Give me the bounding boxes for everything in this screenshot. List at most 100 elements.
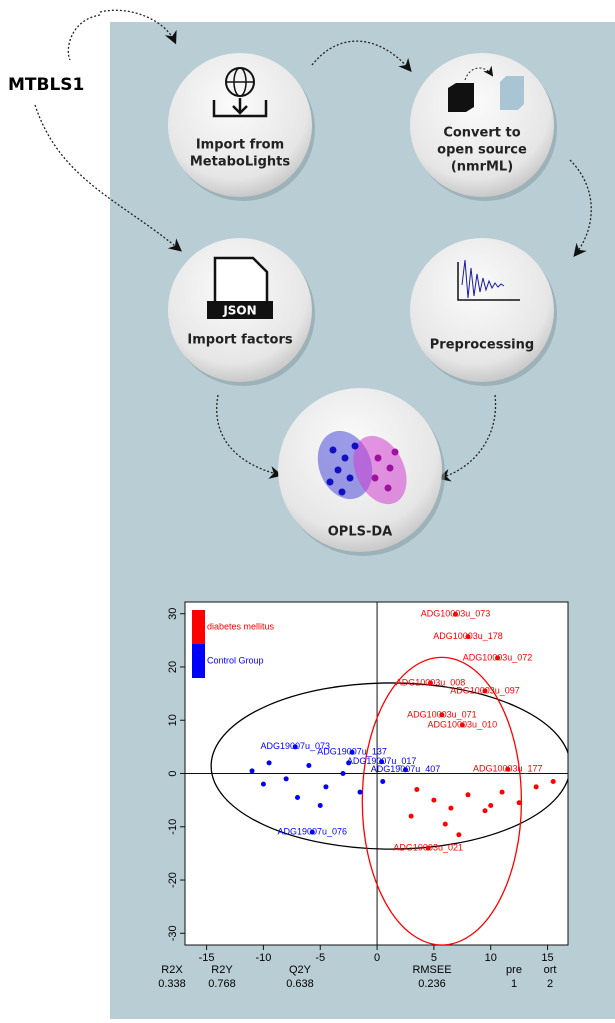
point	[283, 776, 289, 782]
y-tick-label: -10	[167, 819, 179, 835]
point	[482, 808, 488, 814]
legend-label: diabetes mellitus	[207, 621, 275, 631]
icons: JSON	[207, 65, 524, 505]
stat-name: R2Y	[211, 964, 233, 976]
plot-content: ADG10003u_073 ADG10003u_178 ADG10003u_072 A…	[185, 602, 568, 945]
point	[357, 789, 363, 795]
point	[488, 802, 494, 808]
point	[505, 766, 511, 772]
point	[323, 784, 329, 790]
node-circle	[410, 238, 554, 382]
y-tick-label: 30	[167, 608, 179, 620]
point	[459, 722, 465, 728]
node-label: Convert to	[443, 126, 520, 141]
point-label: ADG19007u_017	[347, 756, 417, 766]
source-label: MTBLS1	[8, 75, 84, 95]
stat-name: ort	[544, 964, 557, 976]
point-label: ADG10003u_021	[393, 842, 463, 852]
point	[380, 778, 386, 784]
stat-value: 0.338	[158, 978, 186, 990]
stat-value: 0.236	[418, 978, 446, 990]
point	[550, 778, 556, 784]
stat-name: Q2Y	[289, 964, 312, 976]
point	[452, 611, 458, 617]
node-circle	[168, 53, 312, 197]
point	[402, 767, 408, 773]
node-label: Import factors	[187, 333, 292, 348]
arrows	[34, 9, 592, 482]
stat-value: 2	[547, 978, 553, 990]
x-tick-label: 10	[485, 952, 497, 964]
x-tick-label: -5	[315, 952, 325, 964]
point	[495, 655, 501, 661]
point	[292, 744, 298, 750]
point	[456, 832, 462, 838]
point-label: ADG19007u_073	[260, 741, 330, 751]
legend-label: Control Group	[207, 655, 264, 665]
y-tick-label: 10	[167, 714, 179, 726]
ellipse	[361, 656, 523, 945]
point-label: ADG10003u_010	[428, 719, 498, 729]
point	[448, 805, 454, 811]
point	[266, 760, 272, 766]
legend-swatch	[192, 610, 205, 644]
stat-name: pre	[506, 964, 522, 976]
node-label: MetaboLights	[190, 155, 290, 170]
point	[306, 763, 312, 769]
point	[317, 802, 323, 808]
stat-value: 1	[511, 978, 517, 990]
point	[425, 845, 431, 851]
y-tick-label: 20	[167, 661, 179, 673]
json-label: JSON	[222, 304, 256, 318]
point	[431, 797, 437, 803]
stat-value: 0.638	[286, 978, 314, 990]
point	[482, 688, 488, 694]
point-label: ADG19007u_407	[371, 764, 441, 774]
point-label: ADG10003u_177	[473, 764, 543, 774]
y-tick-label: 0	[167, 770, 179, 776]
point	[499, 789, 505, 795]
point-label: ADG10003u_071	[407, 709, 477, 719]
point	[533, 784, 539, 790]
x-tick-label: 15	[541, 952, 553, 964]
node-label: (nmrML)	[451, 160, 513, 175]
plot: -15 -10 -5 0 5 10 15 -30 -20 -10 0 10 20 30 ADG10003u_…	[158, 602, 568, 990]
point	[349, 749, 355, 755]
point	[414, 786, 420, 792]
point	[439, 712, 445, 718]
point-label: ADG10003u_097	[450, 685, 520, 695]
point-label: ADG10003u_008	[396, 677, 466, 687]
stat-name: RMSEE	[412, 964, 451, 976]
point-label: ADG10003u_072	[463, 652, 533, 662]
stat-value: 0.768	[208, 978, 236, 990]
ellipse	[210, 682, 568, 850]
node-label: open source	[437, 143, 527, 158]
point	[408, 813, 414, 819]
point-label: ADG10003u_178	[433, 631, 503, 641]
point	[295, 794, 301, 800]
point	[516, 800, 522, 806]
point	[465, 634, 471, 640]
point-label: ADG19007u_076	[278, 826, 348, 836]
point	[346, 760, 352, 766]
legend-swatch	[192, 644, 205, 678]
x-tick-label: 5	[431, 952, 437, 964]
point	[442, 821, 448, 827]
point	[340, 771, 346, 776]
x-tick-label: -15	[199, 952, 215, 964]
y-tick-label: -30	[167, 925, 179, 941]
point	[427, 680, 433, 686]
node-label: OPLS-DA	[328, 525, 392, 540]
node-label: Import from	[196, 138, 284, 153]
point	[260, 781, 266, 787]
point	[379, 759, 385, 765]
point	[465, 792, 471, 798]
point	[309, 829, 315, 835]
stat-name: R2X	[161, 964, 183, 976]
x-tick-label: -10	[255, 952, 271, 964]
point-label: ADG10003u_073	[421, 609, 491, 619]
point	[249, 768, 255, 774]
y-tick-label: -20	[167, 872, 179, 888]
x-tick-label: 0	[374, 952, 380, 964]
